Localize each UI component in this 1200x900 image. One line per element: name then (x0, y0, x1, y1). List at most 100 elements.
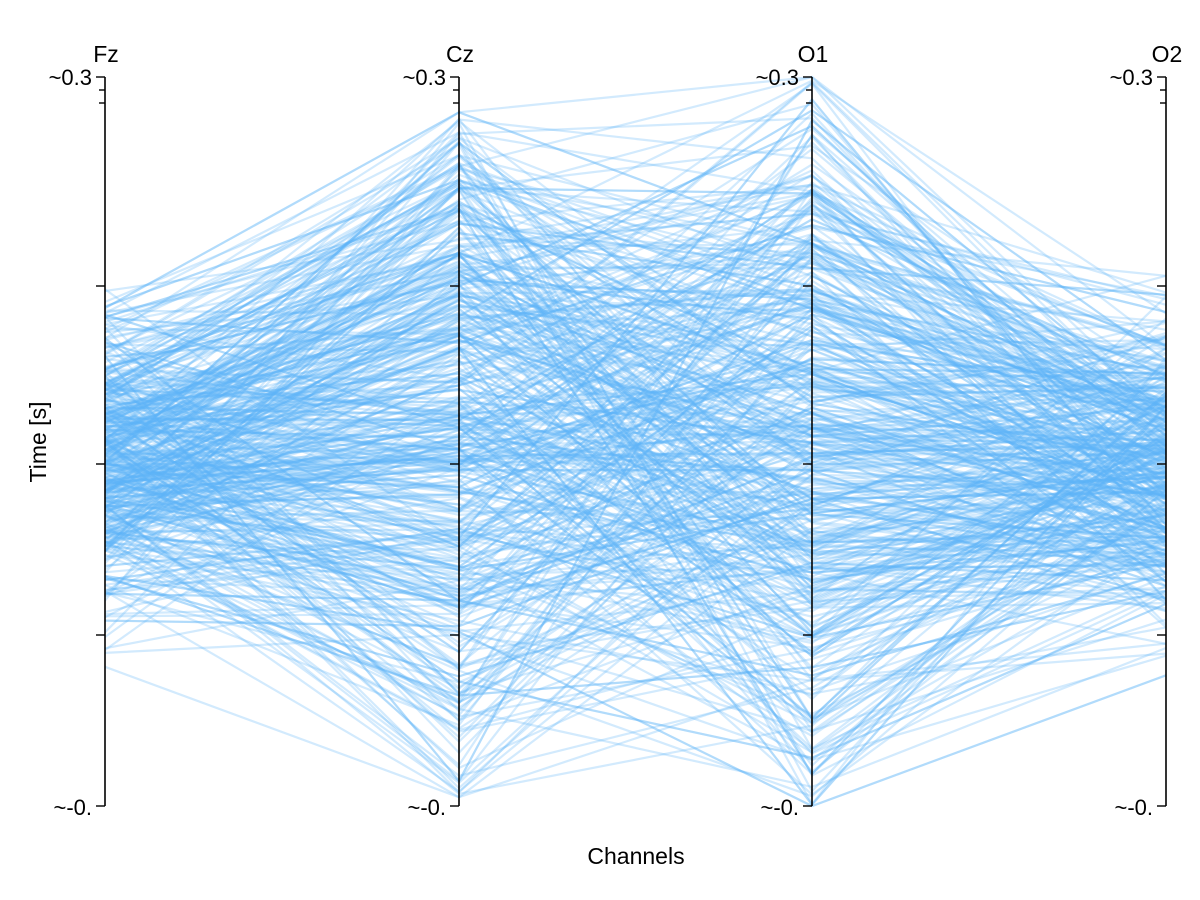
data-line (104, 564, 1167, 616)
axis-bottom-label: ~-0. (407, 795, 446, 820)
data-line (104, 252, 1167, 681)
data-line (104, 397, 1167, 754)
data-line (104, 415, 1167, 484)
data-line (104, 413, 1167, 544)
data-line (104, 463, 1167, 599)
data-line (104, 140, 1167, 514)
data-line (104, 549, 1167, 695)
data-line (104, 185, 1167, 524)
data-line (104, 485, 1167, 718)
data-line (104, 381, 1167, 755)
data-line (104, 351, 1167, 535)
data-line (104, 303, 1167, 552)
data-line (104, 298, 1167, 479)
data-line (104, 343, 1167, 466)
data-line (104, 276, 1167, 543)
data-line (104, 441, 1167, 534)
data-line (104, 328, 1167, 549)
data-line (104, 468, 1167, 497)
data-line (104, 424, 1167, 794)
data-line (104, 337, 1167, 603)
data-line (104, 359, 1167, 774)
data-line (104, 393, 1167, 525)
data-line (104, 300, 1167, 557)
data-line (104, 111, 1167, 561)
data-line (104, 304, 1167, 524)
data-line (104, 530, 1167, 645)
data-line (104, 295, 1167, 569)
data-line (104, 525, 1167, 618)
data-line (104, 460, 1167, 785)
data-line (104, 97, 1167, 540)
data-line (104, 400, 1167, 531)
data-line (104, 82, 1167, 548)
data-line (104, 136, 1167, 435)
data-line (104, 513, 1167, 653)
data-line (104, 209, 1167, 597)
data-line (104, 117, 1167, 544)
data-line (104, 256, 1167, 575)
data-line (104, 386, 1167, 485)
data-line (104, 212, 1167, 418)
data-line (104, 514, 1167, 762)
data-line (104, 180, 1167, 353)
axis-top-label: ~0.3 (756, 65, 799, 90)
data-line (104, 352, 1167, 594)
data-line (104, 373, 1167, 656)
data-line (104, 207, 1167, 544)
data-line (104, 292, 1167, 566)
data-line (104, 324, 1167, 583)
data-line (104, 254, 1167, 503)
data-line (104, 360, 1167, 549)
data-line (104, 387, 1167, 654)
data-line (104, 575, 1167, 697)
data-line (104, 272, 1167, 518)
data-line (104, 439, 1167, 671)
data-line (104, 188, 1167, 439)
data-line (104, 262, 1167, 392)
data-line (104, 252, 1167, 531)
data-line (104, 466, 1167, 544)
data-line (104, 168, 1167, 497)
data-line (104, 382, 1167, 512)
data-line (104, 141, 1167, 464)
data-line (104, 230, 1167, 569)
data-line (104, 312, 1167, 723)
data-line (104, 335, 1167, 555)
data-line (104, 529, 1167, 799)
data-line (104, 188, 1167, 733)
x-axis-label: Channels (587, 843, 684, 869)
data-line (104, 315, 1167, 541)
data-line (104, 321, 1167, 744)
data-line (104, 423, 1167, 479)
data-line (104, 454, 1167, 697)
data-line (104, 231, 1167, 552)
data-line (104, 497, 1167, 608)
data-line (104, 394, 1167, 719)
data-line (104, 196, 1167, 618)
data-line (104, 419, 1167, 565)
data-line (104, 508, 1167, 586)
data-line (104, 207, 1167, 562)
data-line (104, 420, 1167, 637)
y-axis-label: Time [s] (25, 402, 51, 483)
data-line (104, 136, 1167, 404)
data-line (104, 490, 1167, 612)
data-line (104, 346, 1167, 540)
data-line (104, 429, 1167, 602)
data-line (104, 395, 1167, 735)
data-line (104, 394, 1167, 640)
data-line (104, 424, 1167, 776)
data-line (104, 415, 1167, 601)
data-line (104, 452, 1167, 541)
data-line (104, 340, 1167, 713)
data-line (104, 348, 1167, 484)
data-line (104, 347, 1167, 704)
data-line (104, 243, 1167, 391)
axis-fz: Fz~0.3 ~-0. (49, 41, 119, 820)
data-line (104, 191, 1167, 351)
data-line (104, 415, 1167, 549)
data-line (104, 343, 1167, 513)
data-line (104, 253, 1167, 544)
data-line (104, 572, 1167, 677)
